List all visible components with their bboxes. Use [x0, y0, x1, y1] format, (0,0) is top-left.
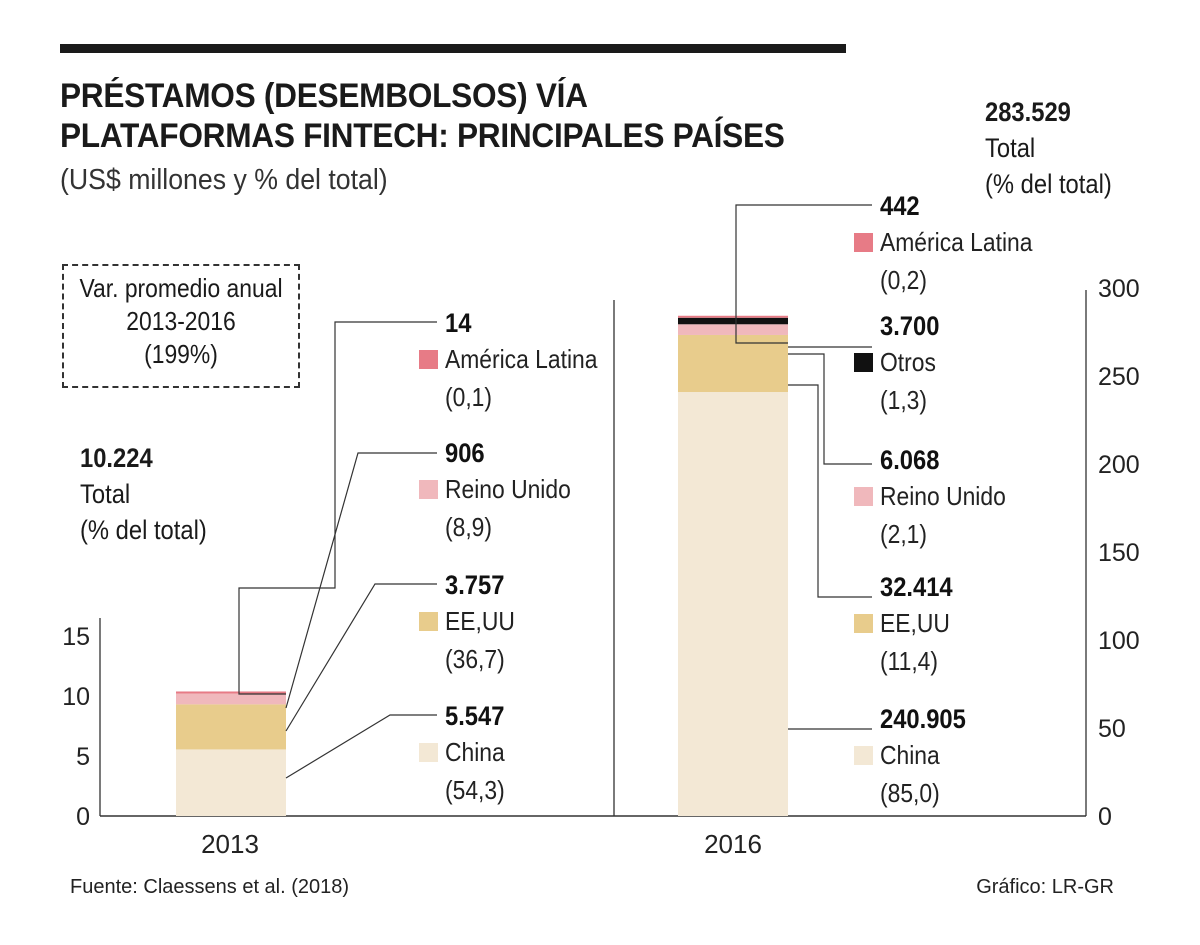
bar-segment-2016-otros	[678, 317, 788, 325]
legend-swatch-2016	[854, 233, 873, 252]
legend-swatch-2013	[419, 480, 438, 499]
percent-label-2016: (1,3)	[880, 387, 927, 416]
legend-label-2013: Reino Unido	[445, 476, 571, 505]
source-note: Fuente: Claessens et al. (2018)	[70, 876, 350, 898]
y-tick-label-2016: 300	[1098, 275, 1140, 303]
total-2016: 283.529 Total (% del total)	[985, 94, 1112, 202]
legend-label-2016: América Latina	[880, 229, 1033, 258]
data-value-label-2013: 14	[445, 309, 471, 339]
y-tick-label-2016: 250	[1098, 363, 1140, 391]
data-value-label-2013: 3.757	[445, 571, 504, 601]
data-value-label-2013: 906	[445, 439, 485, 469]
legend-label-2016: EE,UU	[880, 610, 950, 639]
total-2016-value: 283.529	[985, 97, 1071, 127]
percent-label-2013: (8,9)	[445, 514, 492, 543]
data-value-label-2016: 3.700	[880, 312, 939, 342]
avg-variation-period: 2013-2016	[126, 306, 236, 336]
percent-label-2016: (0,2)	[880, 267, 927, 296]
y-tick-label-2013: 0	[76, 803, 90, 831]
chart-subtitle: (US$ millones y % del total)	[60, 164, 388, 196]
bar-segment-2013-am-rica-latina	[176, 691, 286, 694]
bar-segment-2016-am-rica-latina	[678, 315, 788, 318]
leader-line-2016	[788, 384, 872, 598]
legend-label-2013: China	[445, 739, 505, 768]
x-category-label-2016: 2016	[704, 829, 762, 859]
credit-note: Gráfico: LR-GR	[976, 876, 1114, 898]
legend-swatch-2016	[854, 746, 873, 765]
legend-label-2016: China	[880, 742, 940, 771]
bar-segment-2016-china	[678, 392, 788, 816]
y-tick-label-2013: 15	[62, 623, 90, 651]
percent-label-2016: (2,1)	[880, 521, 927, 550]
leader-line-2013	[238, 321, 437, 695]
title-rule	[60, 44, 846, 53]
percent-label-2013: (0,1)	[445, 384, 492, 413]
bar-segment-2013-china	[176, 749, 286, 816]
total-2016-label: Total	[985, 133, 1036, 163]
y-tick-label-2016: 50	[1098, 715, 1126, 743]
total-2016-note: (% del total)	[985, 169, 1112, 199]
percent-label-2013: (54,3)	[445, 777, 505, 806]
total-2013-note: (% del total)	[80, 515, 207, 545]
legend-swatch-2016	[854, 487, 873, 506]
legend-swatch-2013	[419, 350, 438, 369]
bar-segment-2016-ee-uu	[678, 334, 788, 393]
leader-line-2016	[788, 353, 872, 465]
bar-segment-2013-ee-uu	[176, 704, 286, 750]
data-value-label-2016: 32.414	[880, 573, 953, 603]
title-line-2: PLATAFORMAS FINTECH: PRINCIPALES PAÍSES	[60, 117, 785, 155]
legend-swatch-2016	[854, 353, 873, 372]
y-tick-label-2016: 150	[1098, 539, 1140, 567]
data-value-label-2016: 442	[880, 192, 920, 222]
avg-variation-label: Var. promedio anual	[79, 273, 283, 303]
bar-segment-2013-reino-unido	[176, 693, 286, 705]
y-tick-label-2016: 0	[1098, 803, 1112, 831]
legend-swatch-2013	[419, 612, 438, 631]
chart-title: PRÉSTAMOS (DESEMBOLSOS) VÍA PLATAFORMAS …	[60, 76, 823, 156]
data-value-label-2013: 5.547	[445, 702, 504, 732]
y-tick-label-2016: 200	[1098, 451, 1140, 479]
leader-line-2016	[735, 204, 872, 344]
y-tick-label-2013: 10	[62, 683, 90, 711]
avg-variation-box: Var. promedio anual 2013-2016 (199%)	[62, 264, 300, 388]
data-value-label-2016: 240.905	[880, 705, 966, 735]
legend-label-2016: Reino Unido	[880, 483, 1006, 512]
data-value-label-2016: 6.068	[880, 446, 939, 476]
legend-label-2016: Otros	[880, 349, 936, 378]
leader-line-2013	[285, 452, 437, 709]
x-category-label-2013: 2013	[201, 829, 259, 859]
leader-line-2013	[285, 714, 437, 779]
total-2013-label: Total	[80, 479, 131, 509]
y-tick-label-2016: 100	[1098, 627, 1140, 655]
legend-label-2013: América Latina	[445, 346, 598, 375]
avg-variation-value: (199%)	[144, 339, 218, 369]
y-tick-label-2013: 5	[76, 743, 90, 771]
total-2013-value: 10.224	[80, 443, 153, 473]
percent-label-2013: (36,7)	[445, 646, 505, 675]
legend-label-2013: EE,UU	[445, 608, 515, 637]
legend-swatch-2016	[854, 614, 873, 633]
title-line-1: PRÉSTAMOS (DESEMBOLSOS) VÍA	[60, 77, 588, 115]
leader-line-2013	[285, 583, 437, 732]
percent-label-2016: (85,0)	[880, 780, 940, 809]
total-2013: 10.224 Total (% del total)	[80, 440, 207, 548]
bar-segment-2016-reino-unido	[678, 324, 788, 335]
percent-label-2016: (11,4)	[880, 648, 938, 677]
legend-swatch-2013	[419, 743, 438, 762]
